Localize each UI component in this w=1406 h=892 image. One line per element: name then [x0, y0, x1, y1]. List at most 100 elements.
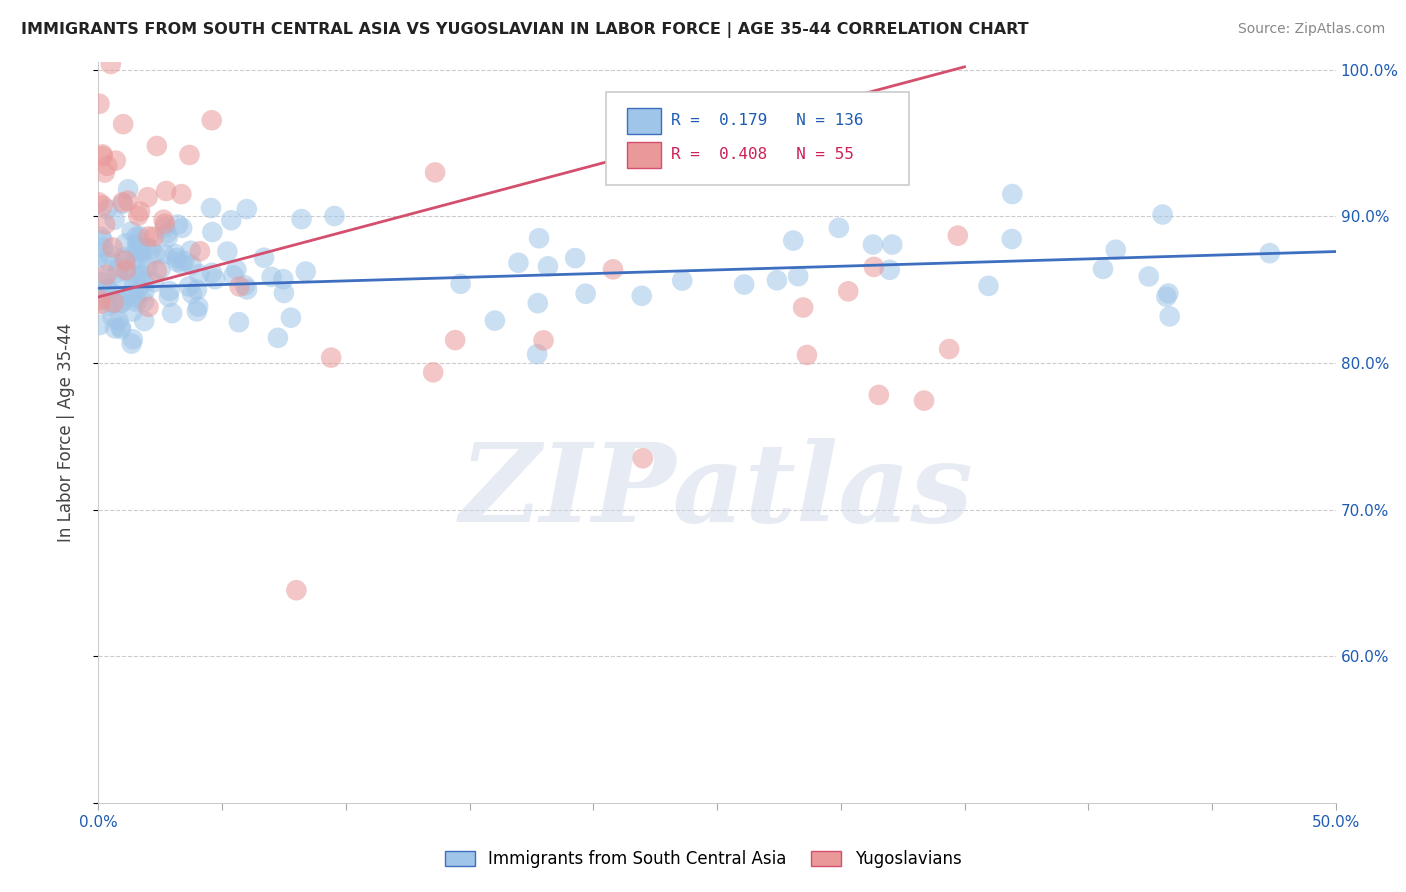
- Point: [112, 117, 135, 131]
- FancyBboxPatch shape: [627, 142, 661, 169]
- Point: [136, 190, 159, 204]
- Point: [94, 217, 117, 231]
- Point: [107, 266, 129, 280]
- Point: [782, 234, 804, 248]
- Point: [201, 113, 224, 128]
- Point: [1001, 187, 1024, 202]
- Point: [107, 313, 129, 327]
- Point: [91, 272, 114, 286]
- Point: [200, 201, 222, 215]
- Point: [146, 263, 169, 277]
- Point: [163, 247, 186, 261]
- Point: [125, 295, 148, 310]
- Point: [155, 184, 177, 198]
- Point: [96, 202, 118, 217]
- Point: [101, 240, 124, 254]
- Point: [121, 224, 143, 238]
- Point: [117, 182, 139, 196]
- Point: [135, 241, 157, 255]
- Point: [938, 342, 960, 356]
- Point: [93, 165, 115, 179]
- Point: [766, 273, 789, 287]
- Point: [117, 194, 139, 208]
- Point: [180, 244, 202, 258]
- Point: [564, 251, 586, 265]
- Point: [122, 276, 145, 290]
- Text: ZIPatlas: ZIPatlas: [460, 438, 974, 546]
- Point: [225, 262, 247, 277]
- Point: [114, 236, 136, 251]
- Point: [104, 212, 127, 227]
- Point: [129, 204, 152, 219]
- Point: [170, 187, 193, 202]
- Point: [110, 295, 132, 310]
- Point: [114, 253, 136, 268]
- Point: [527, 296, 550, 310]
- Point: [177, 279, 200, 293]
- Point: [104, 153, 127, 168]
- Point: [862, 237, 884, 252]
- Point: [110, 322, 132, 336]
- Point: [166, 254, 188, 268]
- Point: [128, 281, 150, 295]
- Point: [188, 267, 211, 281]
- Point: [121, 336, 143, 351]
- Point: [153, 220, 176, 235]
- Point: [222, 268, 245, 283]
- Point: [285, 583, 308, 598]
- Point: [236, 282, 259, 296]
- Point: [125, 229, 148, 244]
- Point: [127, 241, 149, 255]
- Point: [172, 220, 194, 235]
- Point: [271, 272, 294, 286]
- Point: [93, 291, 115, 305]
- Point: [1258, 246, 1281, 260]
- Point: [201, 225, 224, 239]
- Point: [96, 299, 118, 313]
- Point: [186, 304, 208, 318]
- Point: [129, 268, 152, 282]
- Point: [186, 283, 208, 297]
- Point: [537, 260, 560, 274]
- Point: [91, 149, 114, 163]
- Point: [1156, 290, 1178, 304]
- Point: [228, 279, 250, 293]
- Point: [124, 291, 146, 305]
- Point: [139, 242, 162, 256]
- Point: [423, 165, 446, 179]
- Point: [115, 289, 138, 303]
- Point: [103, 297, 125, 311]
- Point: [143, 276, 166, 290]
- Point: [134, 294, 156, 309]
- Point: [103, 295, 125, 310]
- Point: [526, 347, 548, 361]
- Point: [91, 240, 114, 254]
- Point: [97, 254, 120, 268]
- Point: [156, 230, 179, 244]
- Point: [111, 195, 134, 210]
- Text: R =  0.408   N = 55: R = 0.408 N = 55: [671, 147, 855, 161]
- Point: [87, 195, 110, 210]
- Point: [121, 332, 143, 346]
- Point: [1091, 261, 1114, 276]
- Point: [267, 331, 290, 345]
- Point: [733, 277, 755, 292]
- Point: [181, 286, 204, 301]
- Point: [156, 227, 179, 241]
- Point: [89, 318, 111, 332]
- Point: [253, 251, 276, 265]
- Point: [134, 285, 156, 299]
- Point: [96, 268, 118, 282]
- Point: [87, 252, 110, 266]
- Point: [294, 264, 316, 278]
- Point: [91, 198, 114, 212]
- Point: [602, 262, 624, 277]
- Point: [104, 321, 127, 335]
- Point: [188, 244, 211, 259]
- Point: [173, 254, 195, 268]
- Point: [912, 393, 935, 408]
- Point: [89, 297, 111, 311]
- Point: [127, 239, 149, 253]
- Text: Source: ZipAtlas.com: Source: ZipAtlas.com: [1237, 22, 1385, 37]
- Point: [89, 96, 111, 111]
